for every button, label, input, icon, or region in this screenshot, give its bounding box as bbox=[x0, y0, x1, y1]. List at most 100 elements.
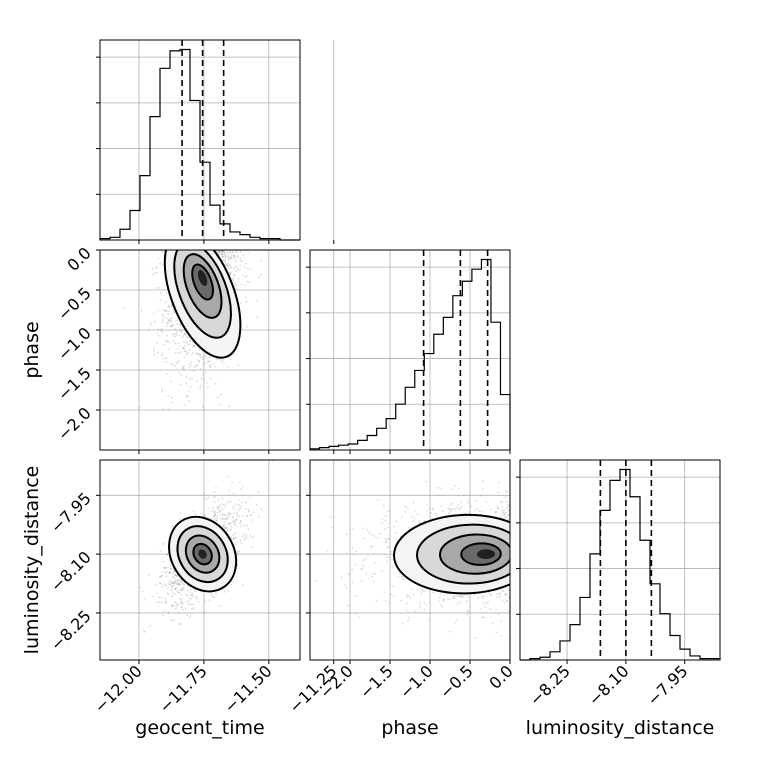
sample-point bbox=[260, 273, 262, 276]
sample-point bbox=[159, 582, 161, 584]
sample-point bbox=[209, 599, 211, 601]
sample-point bbox=[235, 251, 238, 254]
sample-point bbox=[222, 525, 225, 528]
sample-point bbox=[490, 593, 492, 596]
sample-point bbox=[178, 359, 180, 362]
sample-point bbox=[174, 364, 177, 367]
sample-point bbox=[171, 582, 174, 585]
sample-point bbox=[169, 584, 172, 586]
sample-point bbox=[205, 357, 208, 360]
sample-point bbox=[499, 501, 502, 504]
sample-point bbox=[199, 354, 202, 357]
sample-point bbox=[143, 598, 146, 601]
sample-point bbox=[361, 567, 364, 570]
sample-point bbox=[507, 518, 509, 521]
sample-point bbox=[175, 581, 177, 584]
contour-line bbox=[439, 533, 510, 575]
x-tick-label: −7.95 bbox=[643, 661, 691, 709]
sample-point bbox=[170, 585, 173, 588]
sample-point bbox=[140, 309, 143, 312]
sample-point bbox=[506, 592, 509, 595]
sample-point bbox=[213, 501, 216, 503]
sample-point bbox=[460, 505, 463, 508]
sample-point bbox=[215, 520, 217, 523]
sample-point bbox=[189, 386, 192, 388]
sample-point bbox=[234, 543, 236, 545]
sample-point bbox=[430, 511, 432, 514]
sample-point bbox=[167, 319, 170, 322]
sample-point bbox=[164, 309, 167, 312]
sample-point bbox=[504, 594, 507, 596]
sample-point bbox=[458, 487, 460, 489]
sample-point bbox=[455, 595, 458, 598]
sample-point bbox=[187, 394, 189, 397]
sample-point bbox=[352, 581, 355, 584]
sample-point bbox=[177, 342, 180, 345]
sample-point bbox=[406, 593, 408, 596]
sample-point bbox=[181, 603, 183, 605]
sample-point bbox=[174, 588, 177, 590]
sample-point bbox=[156, 592, 159, 595]
sample-point bbox=[160, 327, 163, 330]
sample-point bbox=[179, 589, 182, 591]
sample-point bbox=[227, 512, 230, 515]
density-layer bbox=[123, 250, 266, 410]
sample-point bbox=[456, 602, 459, 605]
sample-point bbox=[178, 611, 180, 614]
sample-point bbox=[438, 600, 440, 603]
sample-point bbox=[501, 600, 504, 603]
sample-point bbox=[179, 324, 182, 327]
sample-point bbox=[233, 521, 236, 523]
sample-point bbox=[372, 552, 375, 555]
sample-point bbox=[237, 553, 240, 556]
sample-point bbox=[174, 342, 177, 345]
sample-point bbox=[221, 250, 223, 253]
sample-point bbox=[214, 513, 216, 516]
sample-point bbox=[381, 522, 383, 524]
sample-point bbox=[181, 336, 184, 339]
sample-point bbox=[173, 311, 176, 313]
sample-point bbox=[165, 566, 167, 569]
y-tick-label: −1.0 bbox=[54, 323, 95, 364]
sample-point bbox=[178, 371, 181, 374]
sample-point bbox=[420, 593, 423, 595]
sample-point bbox=[418, 606, 421, 609]
sample-point bbox=[223, 259, 226, 262]
sample-point bbox=[171, 592, 174, 595]
sample-point bbox=[193, 366, 196, 369]
sample-point bbox=[246, 515, 248, 517]
sample-point bbox=[211, 596, 214, 599]
sample-point bbox=[191, 345, 194, 348]
sample-point bbox=[367, 556, 369, 558]
sample-point bbox=[481, 510, 484, 513]
contour-line bbox=[184, 534, 221, 574]
x-tick-label: −8.25 bbox=[526, 661, 574, 709]
sample-point bbox=[171, 582, 174, 585]
sample-point bbox=[508, 589, 510, 591]
contour-line bbox=[460, 542, 502, 566]
sample-point bbox=[467, 595, 469, 598]
sample-point bbox=[247, 537, 249, 540]
sample-point bbox=[208, 356, 211, 359]
sample-point bbox=[168, 340, 170, 343]
sample-point bbox=[199, 368, 202, 370]
sample-point bbox=[171, 594, 174, 597]
sample-point bbox=[236, 565, 239, 567]
sample-point bbox=[185, 342, 188, 344]
sample-point bbox=[227, 258, 230, 260]
sample-point bbox=[226, 264, 229, 267]
sample-point bbox=[201, 406, 204, 408]
sample-point bbox=[227, 530, 229, 532]
sample-point bbox=[235, 284, 238, 287]
sample-point bbox=[169, 571, 171, 574]
sample-point bbox=[456, 618, 458, 621]
sample-point bbox=[370, 545, 372, 547]
sample-point bbox=[228, 268, 231, 270]
sample-point bbox=[153, 348, 156, 350]
sample-point bbox=[494, 510, 497, 513]
sample-point bbox=[186, 589, 189, 592]
sample-point bbox=[452, 508, 455, 510]
sample-point bbox=[212, 508, 215, 511]
sample-point bbox=[506, 599, 509, 602]
sample-point bbox=[235, 525, 238, 528]
